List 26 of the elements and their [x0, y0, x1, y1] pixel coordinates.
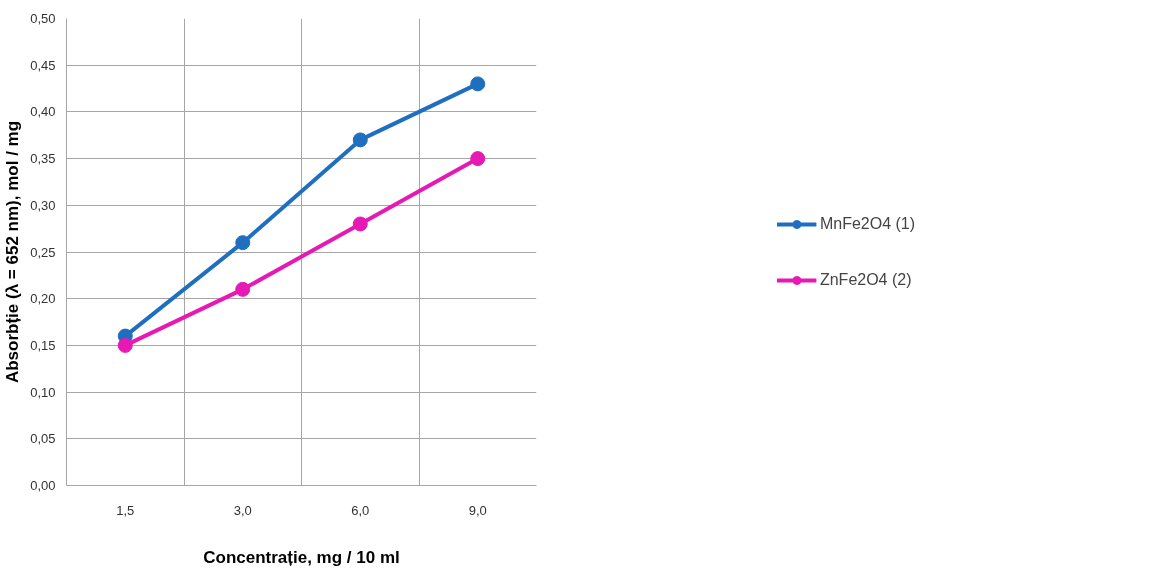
y-tick-label: 0,40 [30, 104, 56, 120]
x-tick-label: 3,0 [233, 502, 252, 518]
legend-label: MnFe2O4 (1) [819, 214, 916, 233]
point [235, 235, 251, 251]
x-tick-label: 1,5 [116, 502, 135, 518]
x-tick-label: 6,0 [351, 502, 370, 518]
x-axis-title: Concentrație, mg / 10 ml [203, 547, 400, 567]
y-tick-label: 0,00 [30, 478, 56, 493]
point [117, 337, 133, 353]
y-tick-label: 0,20 [30, 291, 56, 307]
y-tick-label: 0,25 [30, 244, 56, 260]
y-tick-label: 0,30 [30, 197, 56, 213]
point [352, 132, 368, 148]
legend-label: ZnFe2O4 (2) [819, 270, 912, 289]
y-tick-label: 0,50 [30, 11, 56, 26]
y-tick-label: 0,45 [30, 57, 56, 73]
point [470, 76, 486, 92]
y-axis-title: Absorbție (λ = 652 nm), mol / mg [3, 120, 23, 384]
point [470, 151, 486, 167]
y-tick-label: 0,35 [30, 151, 56, 167]
y-tick-label: 0,15 [30, 337, 56, 353]
x-tick-label: 9,0 [468, 502, 487, 518]
y-tick-label: 0,10 [30, 384, 56, 400]
y-tick-label: 0,05 [30, 431, 56, 447]
point [235, 281, 251, 297]
point [352, 216, 368, 232]
